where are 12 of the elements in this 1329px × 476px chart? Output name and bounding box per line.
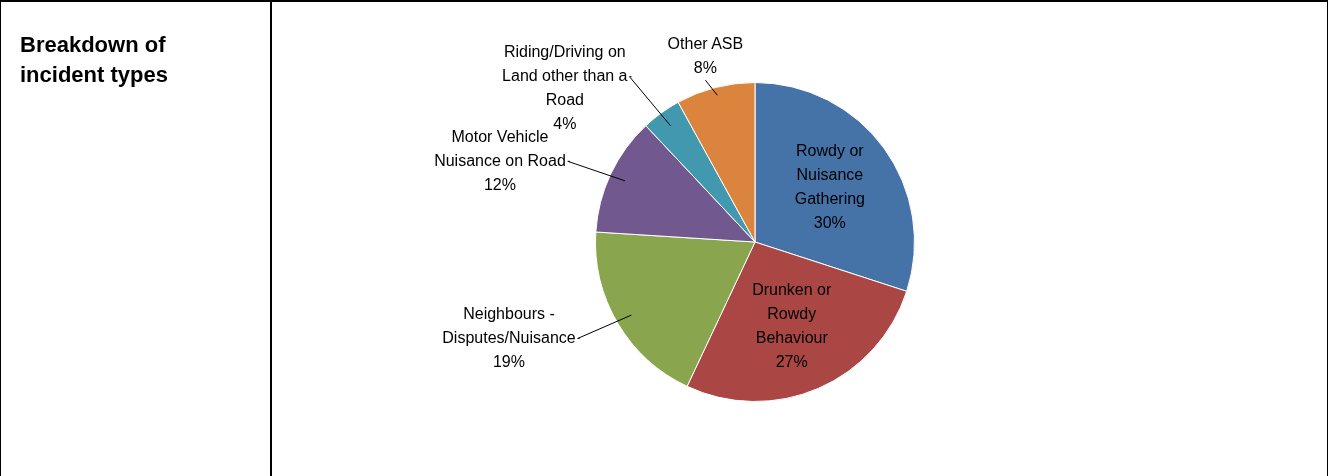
text: Breakdown of incident types [20,31,169,89]
slice-label: Riding/Driving on Land other than a Road [502,43,628,109]
slice-label: Neighbours - Disputes/Nuisance [442,304,576,346]
data-label: 30% [813,214,846,232]
data-label: 4% [553,115,577,133]
data-label: 19% [492,352,525,370]
data-label: 27% [775,353,808,371]
slice-label: Other ASB [667,34,744,52]
data-label: 12% [483,175,516,193]
data-label: 8% [693,58,717,76]
slice-label: Drunken or Rowdy Behaviour [752,281,832,347]
slice-label: Rowdy or Nuisance Gathering [794,142,865,208]
